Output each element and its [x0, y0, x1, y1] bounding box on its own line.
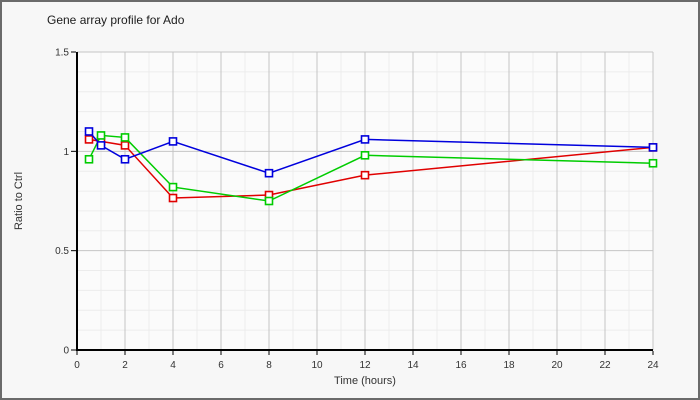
series-blue-marker [84, 127, 94, 136]
x-tick-label: 16 [455, 360, 467, 371]
x-tick-label: 14 [407, 360, 419, 371]
series-green-marker [360, 151, 370, 160]
x-axis-title: Time (hours) [334, 375, 396, 387]
x-tick-label: 6 [218, 360, 224, 371]
series-red-marker [360, 170, 370, 180]
y-tick-label: 1 [63, 147, 69, 158]
series-red-marker [120, 141, 130, 150]
series-green-marker [96, 131, 106, 140]
y-tick-label: 0 [63, 346, 69, 357]
x-tick-label: 22 [599, 360, 611, 371]
series-blue-marker [360, 135, 370, 144]
series-blue-marker [168, 137, 178, 146]
x-tick-label: 4 [170, 360, 176, 371]
x-tick-label: 18 [503, 360, 515, 371]
series-blue-marker [120, 154, 130, 164]
y-tick-label: 1.5 [55, 48, 69, 59]
x-tick-label: 12 [359, 360, 371, 371]
y-axis-title: Ratio to Ctrl [13, 172, 25, 230]
series-blue-marker [648, 143, 658, 152]
series-blue-marker [96, 141, 106, 150]
x-tick-label: 8 [266, 360, 272, 371]
series-green-marker [120, 133, 130, 142]
series-red-marker [168, 193, 178, 203]
series-green-marker [264, 196, 274, 206]
x-tick-label: 10 [311, 360, 323, 371]
y-tick-label: 0.5 [55, 246, 69, 257]
series-green-marker [168, 182, 178, 192]
series-green-marker [648, 158, 658, 168]
series-red-marker [84, 135, 94, 144]
series-green-marker [84, 154, 94, 164]
x-tick-label: 0 [74, 360, 80, 371]
chart-title: Gene array profile for Ado [47, 13, 185, 27]
series-blue-marker [264, 168, 274, 178]
x-tick-label: 2 [122, 360, 128, 371]
x-tick-label: 24 [647, 360, 659, 371]
x-tick-label: 20 [551, 360, 563, 371]
